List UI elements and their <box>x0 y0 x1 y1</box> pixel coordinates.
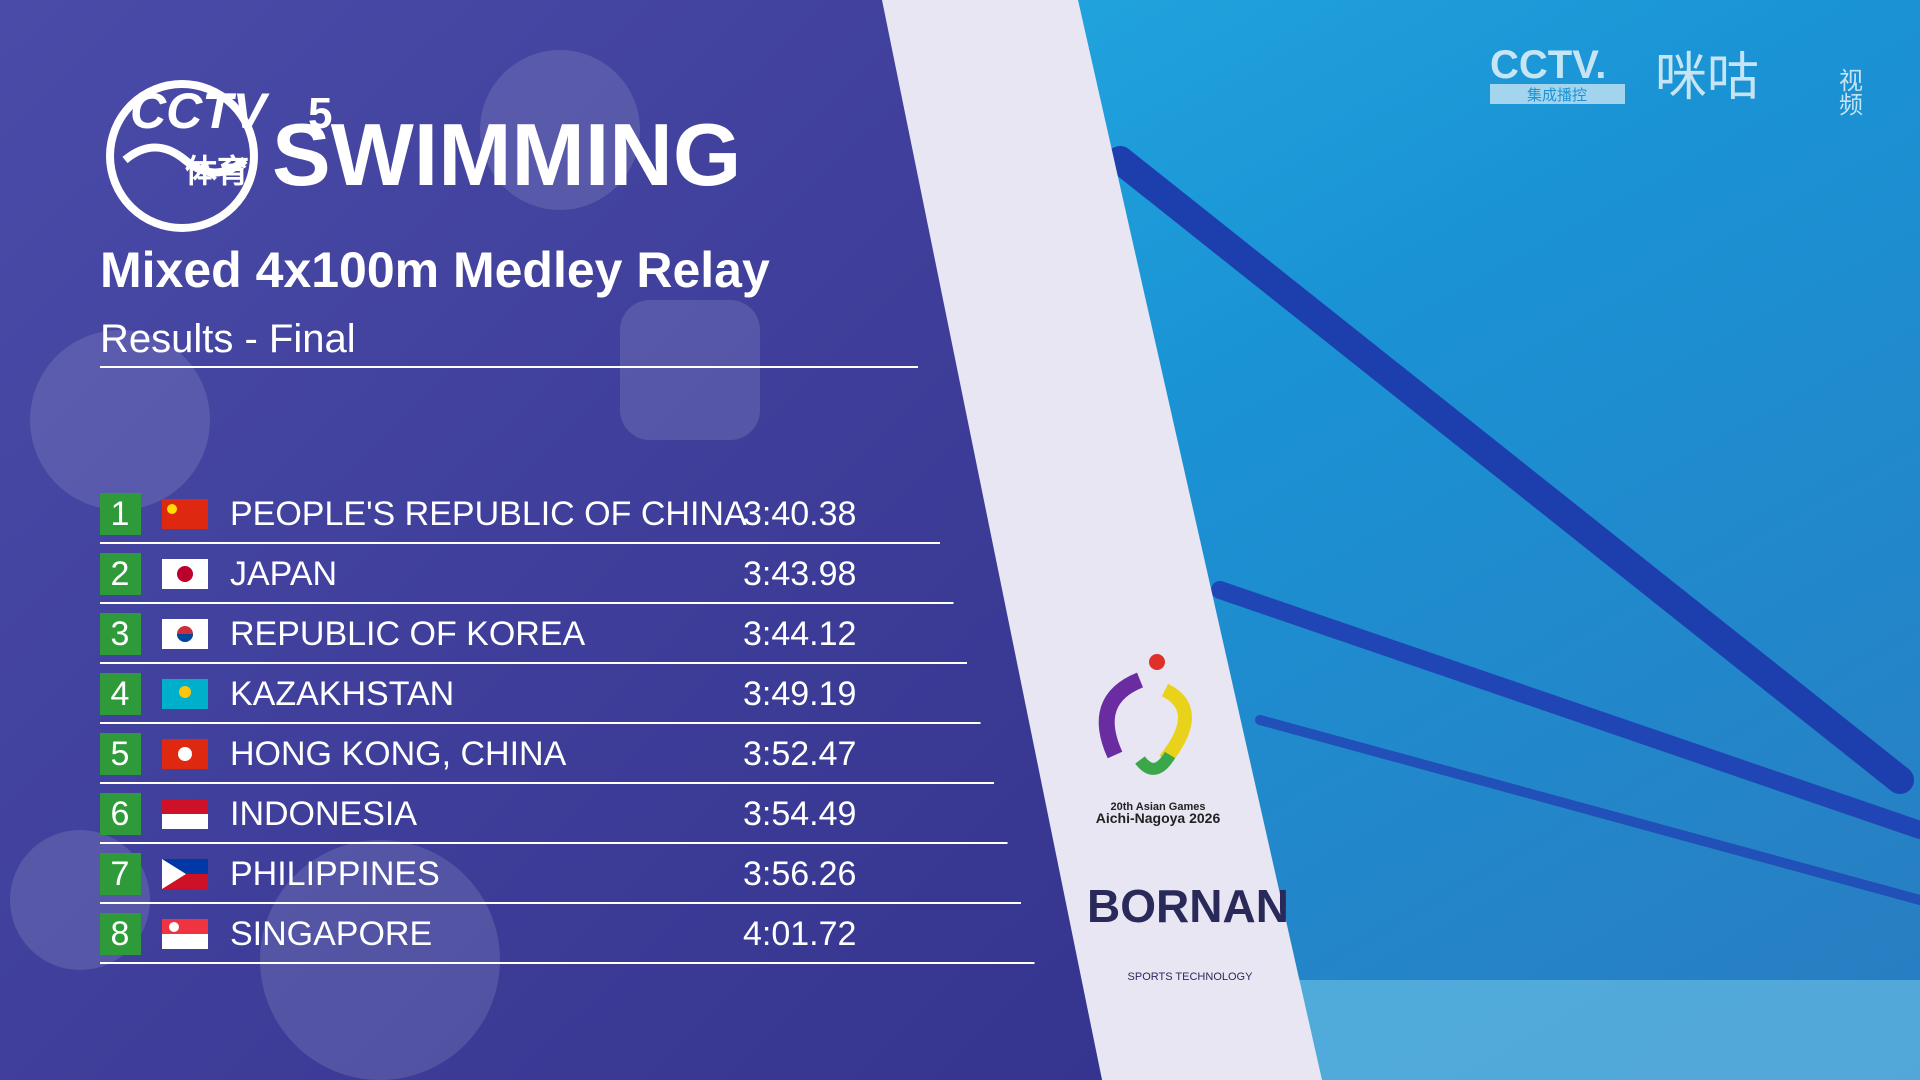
panel-pattern <box>10 50 760 1080</box>
result-row: 2 JAPAN 3:43.98 <box>100 553 954 604</box>
flag-star <box>167 504 177 514</box>
flag-top <box>162 799 208 814</box>
flag-sun <box>179 686 191 698</box>
rank: 2 <box>111 555 130 593</box>
results-subtitle: Results - Final <box>100 317 356 361</box>
result-row: 4 KAZAKHSTAN 3:49.19 <box>100 673 981 724</box>
results-panel <box>0 0 1102 1080</box>
time: 3:40.38 <box>743 495 856 533</box>
country: KAZAKHSTAN <box>230 675 454 713</box>
games-logo: 20th Asian Games Aichi-Nagoya 2026 <box>1096 654 1221 826</box>
timing-sub: SPORTS TECHNOLOGY <box>1128 971 1254 983</box>
flag-tri <box>162 859 186 889</box>
sport-title: SWIMMING <box>272 105 741 204</box>
partner-sub: 视频 <box>1835 68 1863 116</box>
rank: 4 <box>111 675 130 713</box>
rank-box <box>100 853 141 895</box>
flag-icon <box>162 859 208 889</box>
rank-box <box>100 613 141 655</box>
rank-box <box>100 913 141 955</box>
country: PHILIPPINES <box>230 855 440 893</box>
channel-logo: CCTV 5 体育 <box>106 80 332 232</box>
flag-icon <box>162 799 208 829</box>
corner-channel: CCTV. <box>1490 43 1606 87</box>
rank-box <box>100 733 141 775</box>
lane-ropes <box>1106 146 1920 905</box>
partner-name: 咪咕 <box>1655 49 1759 107</box>
country: SINGAPORE <box>230 915 432 953</box>
channel-name: CCTV <box>130 83 270 139</box>
event-title: Mixed 4x100m Medley Relay <box>100 242 770 298</box>
flag-moon <box>169 922 179 932</box>
time: 3:49.19 <box>743 675 856 713</box>
corner-sub: 集成播控 <box>1527 87 1587 104</box>
games-city: Aichi-Nagoya 2026 <box>1096 810 1221 826</box>
result-row: 5 HONG KONG, CHINA 3:52.47 <box>100 733 994 784</box>
flag-icon <box>162 619 208 649</box>
rank: 6 <box>111 795 130 833</box>
pool-floor <box>1280 980 1920 1080</box>
flag-disc-low <box>177 634 193 642</box>
time: 3:52.47 <box>743 735 856 773</box>
time: 4:01.72 <box>743 915 856 953</box>
channel-sport: 体育 <box>185 153 249 189</box>
channel-number: 5 <box>308 89 332 138</box>
flag-icon <box>162 679 208 709</box>
result-row: 8 SINGAPORE 4:01.72 <box>100 913 1035 964</box>
result-row: 7 PHILIPPINES 3:56.26 <box>100 853 1021 904</box>
flag-flower <box>178 747 192 761</box>
rank-box <box>100 493 141 535</box>
country: PEOPLE'S REPUBLIC OF CHINA <box>230 495 747 533</box>
rank-box <box>100 553 141 595</box>
rank-box <box>100 793 141 835</box>
country: JAPAN <box>230 555 337 593</box>
time: 3:56.26 <box>743 855 856 893</box>
result-row: 6 INDONESIA 3:54.49 <box>100 793 1008 844</box>
timing-name: BORNAN <box>1087 880 1289 932</box>
country: HONG KONG, CHINA <box>230 735 567 773</box>
timing-logo: BORNAN SPORTS TECHNOLOGY <box>1087 880 1289 983</box>
rank: 1 <box>111 495 130 533</box>
rank: 5 <box>111 735 130 773</box>
corner-watermark: CCTV. 集成播控 咪咕 视频 <box>1490 43 1863 116</box>
diagonal-band <box>880 0 1322 1080</box>
rank: 3 <box>111 615 130 653</box>
rank: 7 <box>111 855 130 893</box>
flag-disc <box>177 566 193 582</box>
country: REPUBLIC OF KOREA <box>230 615 586 653</box>
time: 3:43.98 <box>743 555 856 593</box>
flag-top <box>162 919 208 934</box>
time: 3:44.12 <box>743 615 856 653</box>
result-row: 3 REPUBLIC OF KOREA 3:44.12 <box>100 613 967 664</box>
flag-icon <box>162 499 208 529</box>
flag-icon <box>162 919 208 949</box>
country: INDONESIA <box>230 795 417 833</box>
rank: 8 <box>111 915 130 953</box>
rank-box <box>100 673 141 715</box>
flag <box>162 499 208 529</box>
time: 3:54.49 <box>743 795 856 833</box>
flag-icon <box>162 559 208 589</box>
flag-icon <box>162 739 208 769</box>
games-name: 20th Asian Games <box>1111 801 1206 813</box>
